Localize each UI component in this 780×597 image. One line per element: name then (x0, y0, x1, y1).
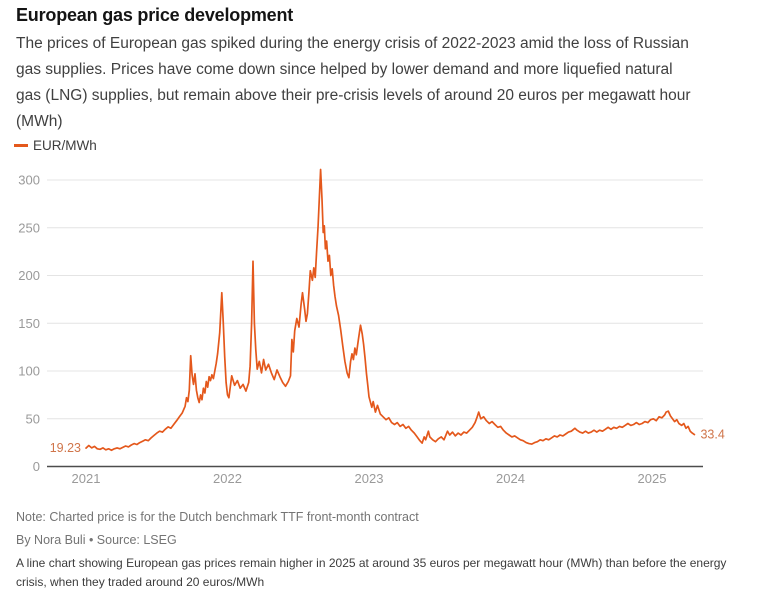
legend: EUR/MWh (14, 136, 97, 154)
page-title: European gas price development (16, 5, 294, 25)
legend-line-swatch (14, 143, 28, 147)
chart-description: The prices of European gas spiked during… (16, 35, 691, 130)
x-tick-label-2022: 2022 (213, 471, 242, 486)
legend-label: EUR/MWh (33, 137, 97, 153)
end-value-label: 33.4 (700, 428, 724, 442)
y-tick-label-300: 300 (18, 173, 40, 188)
y-tick-label-250: 250 (18, 220, 40, 235)
start-value-label: 19.23 (50, 441, 81, 455)
byline: By Nora Buli • Source: LSEG (16, 533, 177, 547)
y-tick-label-200: 200 (18, 268, 40, 283)
y-tick-label-150: 150 (18, 316, 40, 331)
x-tick-label-2025: 2025 (638, 471, 667, 486)
price-line-series (85, 168, 696, 452)
line-chart: 0 50 100 150 200 250 300 2021 2022 2023 2024 2025 19… (18, 168, 725, 486)
x-tick-label-2024: 2024 (496, 471, 525, 486)
chart-note: Note: Charted price is for the Dutch ben… (16, 510, 419, 524)
y-tick-label-50: 50 (26, 411, 40, 426)
y-tick-label-0: 0 (33, 459, 40, 474)
y-tick-label-100: 100 (18, 364, 40, 379)
x-tick-label-2023: 2023 (355, 471, 384, 486)
x-tick-label-2021: 2021 (72, 471, 101, 486)
alt-text: A line chart showing European gas prices… (16, 556, 727, 589)
